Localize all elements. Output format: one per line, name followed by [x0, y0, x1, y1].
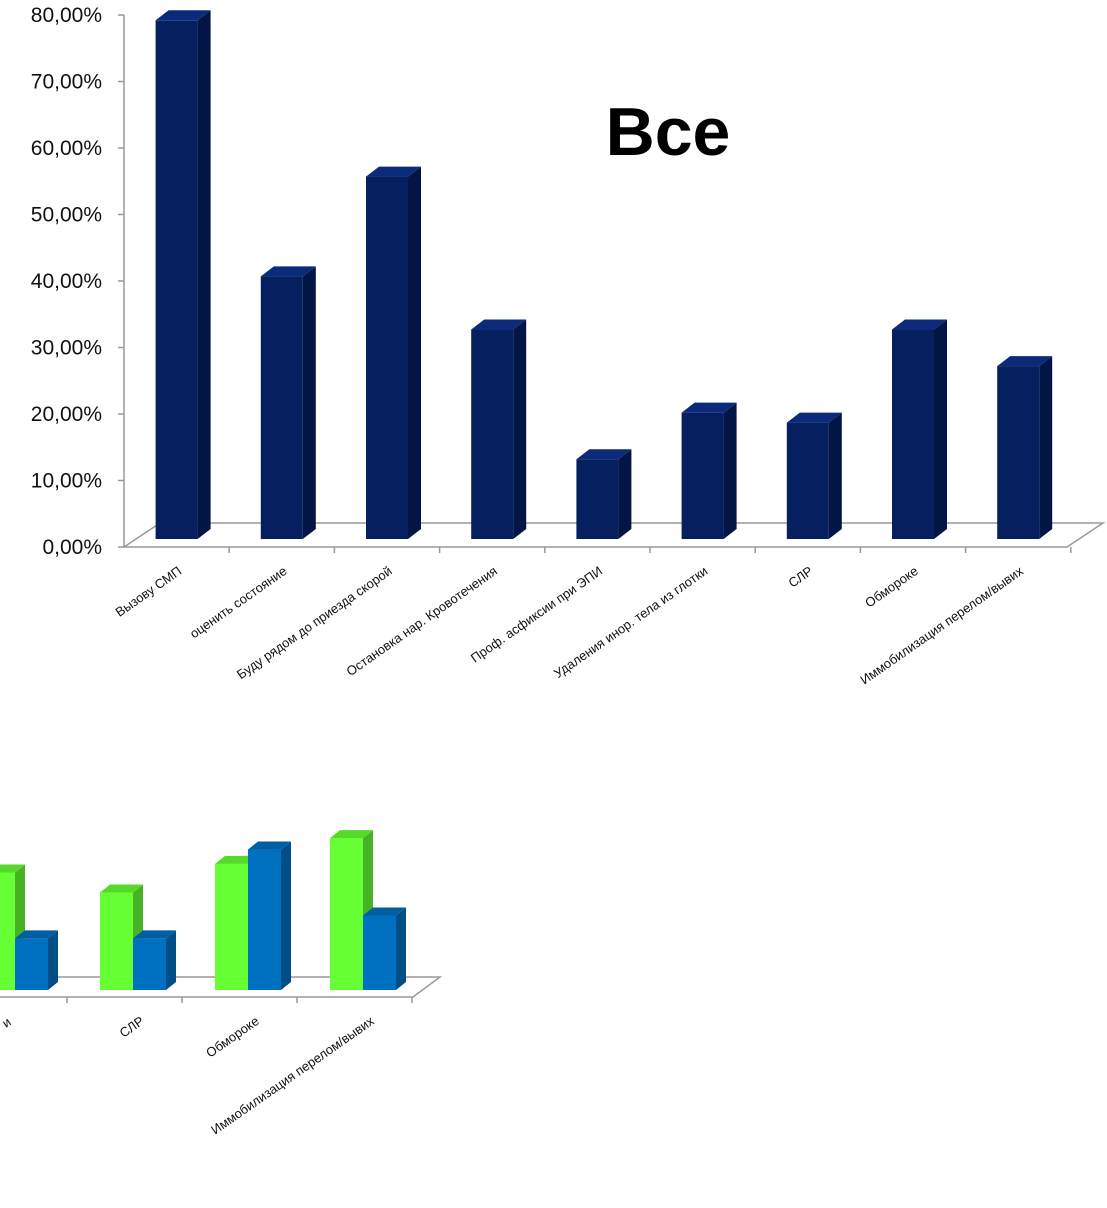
bar-front	[215, 863, 248, 990]
bar	[786, 412, 842, 539]
bar	[471, 319, 527, 539]
y-tick-label: 10,00%	[31, 470, 102, 493]
bar-top	[576, 449, 632, 460]
bar-top	[100, 884, 143, 893]
bar	[15, 930, 58, 990]
bar	[260, 266, 316, 539]
bar-top	[248, 841, 291, 850]
floor-outline	[123, 522, 1106, 548]
bar	[155, 10, 211, 540]
bar-side	[828, 412, 842, 539]
bar-front	[155, 20, 198, 540]
bar-front	[892, 329, 934, 539]
bar-front	[997, 366, 1040, 539]
bar-front	[366, 176, 408, 539]
bar-top	[366, 166, 421, 177]
bar	[997, 356, 1053, 539]
y-tick-label: 0,00%	[42, 536, 102, 559]
bar-front	[248, 849, 281, 990]
bar-front	[681, 412, 724, 539]
bar-top	[997, 356, 1053, 367]
bar-top	[133, 930, 176, 939]
bar	[681, 402, 737, 539]
secondary-x-tick-label: СЛР	[117, 1013, 147, 1040]
bar-side	[723, 402, 737, 539]
bar-top	[681, 402, 737, 413]
bar-side	[934, 319, 947, 539]
x-tick-label: оценить состояние	[187, 563, 290, 641]
bar-top	[215, 855, 258, 864]
x-tick-label: Иммобилизация перелом/вывих	[857, 563, 1026, 688]
y-tick-label: 40,00%	[31, 270, 102, 293]
main-bars	[155, 10, 1053, 540]
secondary-x-tick-label: Обмороке	[203, 1013, 262, 1060]
bar	[363, 907, 406, 990]
bar-side	[48, 930, 58, 990]
bar-front	[0, 872, 15, 990]
bar	[248, 841, 291, 990]
x-tick-label: Вызову СМП	[112, 563, 184, 620]
bar-front	[471, 329, 514, 539]
bar-front	[786, 422, 829, 539]
main-bar-chart: 0,00% 10,00% 20,00% 30,00% 40,00% 50,00% 60,00…	[31, 4, 1106, 688]
y-tick-label: 50,00%	[31, 204, 102, 227]
bar-top	[0, 864, 25, 873]
bar-front	[363, 915, 396, 990]
bar-side	[197, 10, 211, 540]
bar-top	[260, 266, 316, 277]
bar-side	[302, 266, 316, 539]
bar-top	[363, 907, 406, 916]
x-tick-label: Обмороке	[862, 563, 921, 610]
bar-top	[471, 319, 527, 330]
bar-top	[892, 319, 947, 330]
bar-side	[281, 841, 291, 990]
y-tick-label: 20,00%	[31, 403, 102, 426]
secondary-bars	[0, 830, 406, 990]
bar	[133, 930, 176, 990]
bar-side	[408, 166, 421, 539]
bar-top	[786, 412, 842, 423]
bar	[366, 166, 421, 539]
bar-front	[330, 838, 363, 990]
bar	[892, 319, 947, 539]
main-y-ticks: 0,00% 10,00% 20,00% 30,00% 40,00% 50,00% 60,00…	[31, 4, 124, 559]
bar-side	[166, 930, 176, 990]
bar-side	[618, 449, 632, 539]
y-tick-label: 60,00%	[31, 137, 102, 160]
bar-top	[155, 10, 211, 21]
bar-top	[330, 830, 373, 839]
bar-top	[15, 930, 58, 939]
y-tick-label: 80,00%	[31, 4, 102, 27]
bar-front	[576, 459, 619, 539]
y-tick-label: 70,00%	[31, 71, 102, 94]
bar-front	[133, 938, 166, 990]
bar	[576, 449, 632, 539]
secondary-x-tick-label: и	[0, 1014, 14, 1030]
bar-front	[260, 276, 303, 539]
bar-side	[513, 319, 527, 539]
bar-side	[396, 907, 406, 990]
bar-front	[15, 938, 48, 990]
bar-front	[100, 892, 133, 990]
bar-side	[1039, 356, 1053, 539]
chart-title: Все	[606, 94, 731, 170]
x-tick-label: СЛР	[785, 563, 815, 590]
bar	[100, 884, 143, 990]
y-tick-label: 30,00%	[31, 337, 102, 360]
